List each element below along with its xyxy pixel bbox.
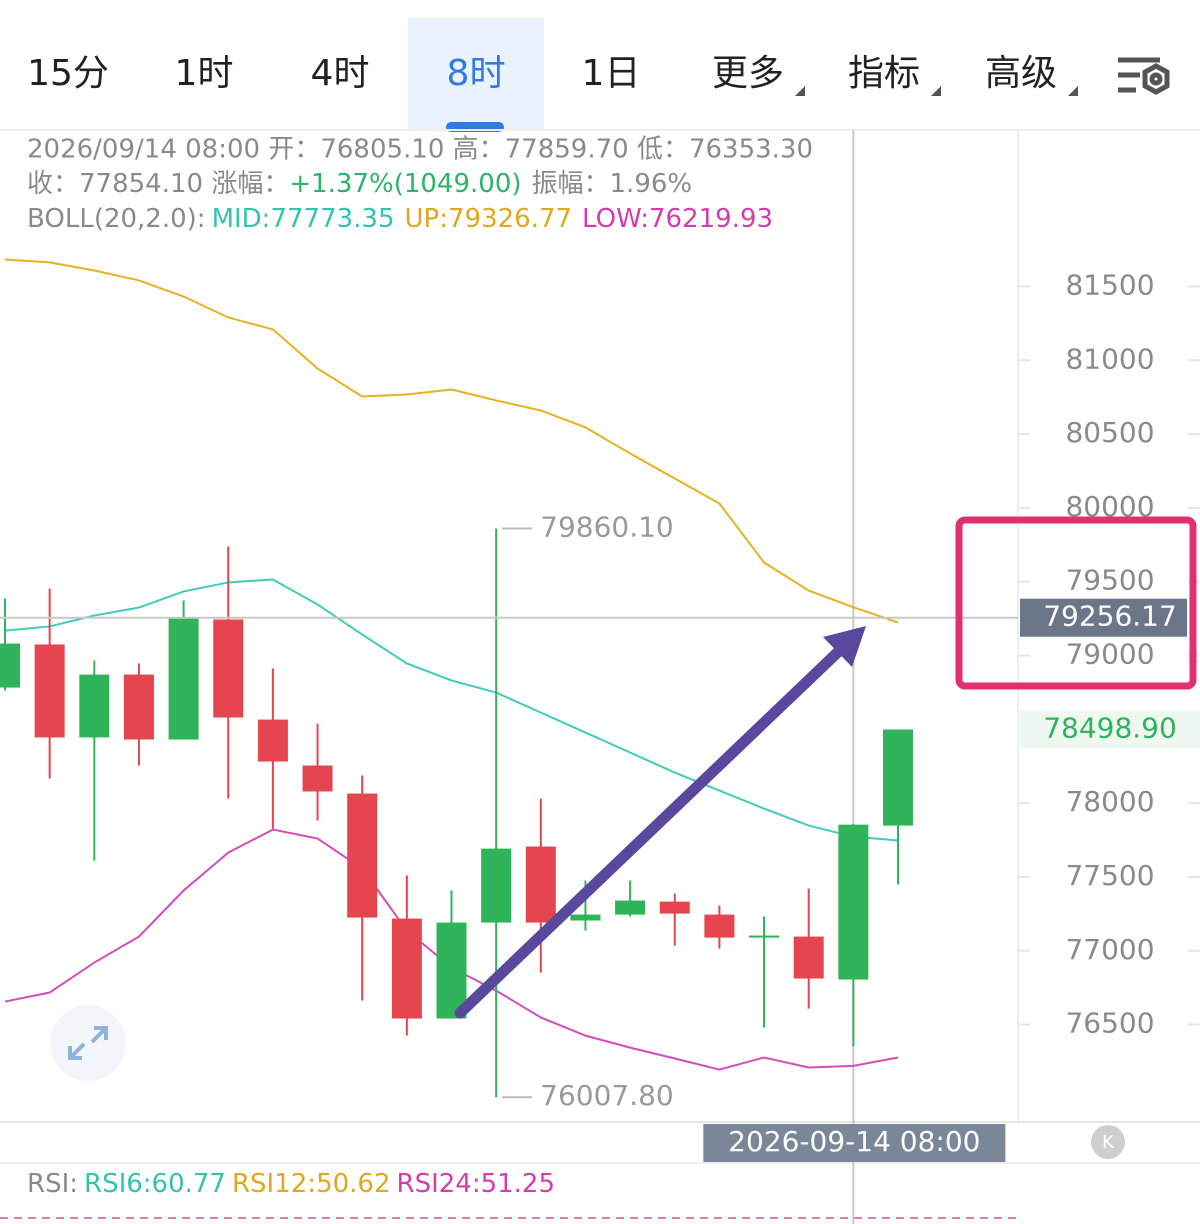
- candle-body: [659, 901, 690, 914]
- candle-body: [123, 674, 154, 740]
- candle-body: [570, 914, 601, 921]
- dropdown-caret: [1068, 86, 1078, 96]
- candle-body: [34, 644, 65, 738]
- boll-line: [4, 258, 899, 624]
- tab[interactable]: 更多: [712, 53, 784, 94]
- candle-body: [838, 824, 869, 980]
- max-label: 79860.10: [540, 511, 674, 544]
- y-tick-label: 80500: [1065, 416, 1154, 449]
- y-tick-label: 79000: [1065, 638, 1154, 671]
- scroll-latest-button[interactable]: [1091, 1125, 1125, 1159]
- candle-body: [481, 848, 512, 923]
- rsi12: RSI12:50.62: [232, 1169, 391, 1199]
- y-tick-label: 81500: [1065, 268, 1154, 301]
- candle-body: [525, 846, 556, 923]
- boll-up: UP:79326.77: [405, 204, 573, 234]
- candle-body: [436, 922, 467, 1019]
- info-text: 振幅：1.96%: [532, 169, 693, 199]
- candle-body: [615, 900, 646, 915]
- boll-line: [4, 578, 899, 842]
- min-label: 76007.80: [540, 1079, 674, 1112]
- scroll-icon: K: [1102, 1132, 1115, 1153]
- change-text: +1.37%(1049.00): [289, 169, 521, 199]
- boll-mid: MID:77773.35: [212, 204, 395, 234]
- y-tick-label: 77500: [1065, 859, 1154, 892]
- settings-icon[interactable]: [1118, 57, 1170, 95]
- y-tick-label: 78000: [1065, 785, 1154, 818]
- crosshair-date-box: [703, 1124, 1006, 1162]
- candle-body: [749, 935, 780, 938]
- active-tab-bg: [408, 18, 544, 130]
- last-price: 78498.90: [1043, 711, 1177, 744]
- plot: 7650077000775007800079000795008000080500…: [0, 130, 1200, 1224]
- rsi6: RSI6:60.77: [84, 1169, 226, 1199]
- candle-body: [347, 793, 378, 918]
- y-tick-label: 76500: [1065, 1007, 1154, 1040]
- candle-body: [79, 674, 110, 738]
- crosshair-price: 79256.17: [1043, 600, 1177, 633]
- candle-body: [704, 914, 735, 938]
- tab[interactable]: 指标: [848, 53, 920, 94]
- rsi-label: RSI:: [27, 1169, 78, 1199]
- rsi24: RSI24:51.25: [397, 1169, 556, 1199]
- expand-button[interactable]: [50, 1005, 126, 1081]
- y-tick-label: 81000: [1065, 342, 1154, 375]
- highlight-box: [955, 516, 1197, 690]
- candle-body: [302, 765, 333, 792]
- candle-body: [391, 918, 422, 1019]
- candle-body: [883, 729, 913, 826]
- y-tick-label: 79500: [1065, 564, 1154, 597]
- rsi-line: RSI: RSI6:60.77 RSI12:50.62 RSI24:51.25: [27, 1169, 555, 1199]
- trend-arrow-head: [823, 626, 866, 667]
- expand-icon: [68, 1026, 108, 1060]
- candle-body: [168, 618, 199, 740]
- crosshair-price-box: [1020, 598, 1187, 637]
- info-line: 2026/09/14 08:00 开：76805.10 高：77859.70 低…: [27, 135, 813, 165]
- dropdown-caret: [931, 86, 941, 96]
- candle-body: [257, 719, 288, 762]
- tab[interactable]: 4时: [311, 53, 370, 94]
- tab[interactable]: 8时: [447, 53, 506, 94]
- trend-arrow: [454, 646, 844, 1019]
- tab[interactable]: 15分: [27, 53, 109, 94]
- boll-line: BOLL(20,2.0): MID:77773.35 UP:79326.77 LOW:…: [27, 204, 773, 234]
- crosshair-date: 2026-09-14 08:00: [728, 1125, 980, 1158]
- boll-label: BOLL(20,2.0):: [27, 204, 206, 234]
- tab[interactable]: 1时: [175, 53, 234, 94]
- tab[interactable]: 1日: [582, 53, 641, 94]
- candle-body: [0, 643, 20, 688]
- y-tick-label: 77000: [1065, 933, 1154, 966]
- info-text: 收：77854.10 涨幅：: [27, 169, 289, 199]
- info-line: 收：77854.10 涨幅：+1.37%(1049.00) 振幅：1.96%: [27, 169, 692, 199]
- last-price-box: [1018, 710, 1200, 749]
- candle-body: [793, 936, 824, 979]
- boll-low: LOW:76219.93: [582, 204, 773, 234]
- tab[interactable]: 高级: [985, 53, 1057, 94]
- candle-body: [213, 619, 244, 718]
- dropdown-caret: [795, 86, 805, 96]
